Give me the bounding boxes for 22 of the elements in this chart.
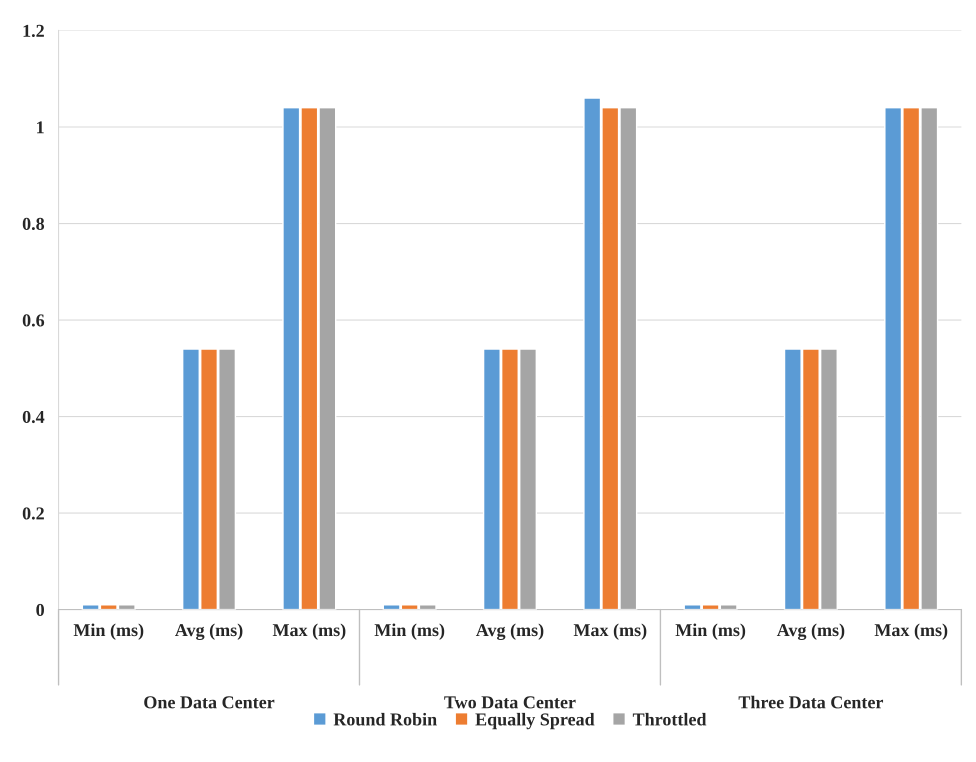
x-tick-label: Avg (ms) bbox=[476, 623, 544, 640]
y-tick-label: 0.8 bbox=[22, 218, 44, 230]
y-tick-label: 0.4 bbox=[22, 410, 44, 424]
x-tick-label: Max (ms) bbox=[874, 623, 948, 640]
text: Two Data Center bbox=[444, 696, 576, 708]
legend-label: Equally Spread bbox=[475, 712, 594, 730]
y-tick-label: 0 bbox=[36, 604, 44, 616]
text: One Data Center bbox=[144, 696, 274, 708]
y-tick-label: 0.2 bbox=[22, 507, 44, 520]
legend-label: Throttled bbox=[632, 712, 706, 726]
x-tick-label: Min (ms) bbox=[676, 623, 746, 640]
x-tick-label: Min (ms) bbox=[74, 623, 144, 640]
x-tick-label: Max (ms) bbox=[574, 623, 646, 640]
x-tick-label: Avg (ms) bbox=[175, 623, 242, 640]
x-tick-label: Avg (ms) bbox=[776, 623, 844, 640]
x-tick-label: Max (ms) bbox=[272, 623, 346, 640]
legend-label: Round Robin bbox=[334, 712, 437, 726]
y-tick-label: 1 bbox=[37, 121, 44, 134]
text: Three Data Center bbox=[738, 696, 884, 708]
x-tick-label: Min (ms) bbox=[374, 623, 444, 640]
y-tick-label: 0.6 bbox=[22, 314, 44, 327]
y-tick-label: 1.2 bbox=[24, 24, 44, 37]
